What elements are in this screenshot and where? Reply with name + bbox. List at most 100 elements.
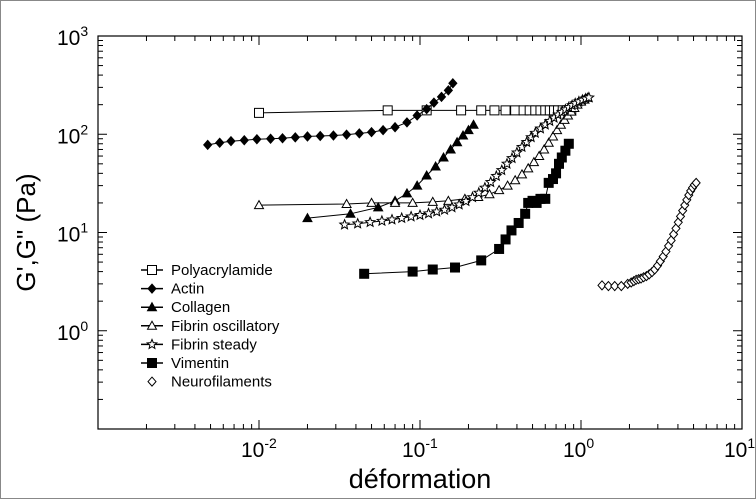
data-point [438, 203, 451, 215]
data-point [290, 132, 300, 143]
data-point [445, 143, 456, 154]
legend-marker [147, 265, 157, 275]
data-point [421, 170, 433, 180]
series-line [364, 143, 570, 275]
data-point [543, 137, 555, 147]
data-point [468, 119, 479, 129]
data-point [430, 160, 441, 171]
series-actin [203, 78, 458, 151]
x-tick-label: 10-1 [402, 435, 438, 462]
y-tick-label-base: 10 [57, 322, 80, 345]
data-point [453, 198, 466, 210]
data-point [506, 225, 517, 236]
data-point [451, 136, 463, 147]
data-point [402, 117, 412, 128]
y-tick-label: 101 [57, 220, 88, 247]
data-point [302, 212, 313, 223]
legend-label: Vimentin [171, 355, 229, 372]
legend-item: Polyacrylamide [141, 262, 273, 279]
data-point [253, 199, 265, 210]
y-tick-label: 100 [57, 318, 88, 345]
legend-label: Fibrin steady [171, 336, 257, 353]
data-point [359, 268, 370, 279]
data-point [252, 133, 262, 145]
axis-ticks [97, 36, 742, 430]
data-point [366, 126, 377, 138]
data-point [500, 105, 511, 116]
y-axis-label: G',G" (Pa) [11, 173, 41, 291]
data-point [277, 133, 288, 144]
x-tick-label-exponent: 1 [747, 435, 755, 451]
data-point [500, 234, 511, 245]
legend-marker [146, 320, 158, 330]
data-point [427, 196, 439, 206]
data-point [457, 130, 469, 140]
data-point [265, 133, 276, 144]
data-point [495, 163, 508, 176]
data-point [438, 151, 449, 162]
x-tick-label-base: 10 [402, 439, 425, 462]
data-point [484, 188, 495, 199]
data-point [551, 168, 562, 179]
legend-marker [147, 283, 157, 294]
legend-item: Fibrin steady [141, 336, 257, 353]
data-point [378, 124, 388, 136]
data-point [430, 205, 443, 217]
legend-label: Neurofilaments [171, 374, 272, 391]
data-point [422, 207, 435, 219]
legend-item: Neurofilaments [147, 374, 272, 391]
y-tick-label-exponent: 2 [80, 121, 88, 137]
data-point [411, 180, 423, 190]
data-point [516, 168, 528, 179]
x-axis-label: déformation [349, 464, 492, 494]
data-point [450, 262, 461, 273]
data-point [555, 119, 567, 129]
data-point [203, 139, 213, 151]
data-point [489, 105, 500, 116]
data-point [382, 105, 393, 116]
data-point [448, 78, 458, 89]
data-point [603, 280, 614, 292]
data-point [390, 121, 400, 133]
data-point [443, 85, 454, 96]
data-point [445, 201, 458, 213]
legend-label: Actin [171, 281, 204, 298]
data-point [407, 197, 418, 207]
y-tick-label: 102 [57, 121, 88, 148]
data-point [407, 266, 418, 277]
data-point [551, 124, 563, 135]
legend-item: Actin [141, 281, 204, 298]
data-point [341, 129, 352, 140]
x-tick-label: 100 [563, 435, 594, 462]
data-point [385, 213, 399, 225]
data-point [427, 264, 438, 275]
y-tick-label-exponent: 3 [80, 23, 88, 39]
data-point [254, 107, 264, 118]
data-point [582, 91, 595, 103]
legend-item: Fibrin oscillatory [141, 318, 280, 335]
x-tick-label-base: 10 [241, 439, 264, 462]
data-point [522, 162, 534, 173]
data-point [436, 91, 447, 103]
data-point [395, 211, 408, 224]
data-point [413, 208, 427, 221]
legend-marker [147, 358, 157, 368]
y-tick-label-base: 10 [57, 27, 80, 50]
y-tick-label-base: 10 [57, 125, 80, 148]
data-point [502, 180, 513, 190]
y-tick-label: 103 [57, 23, 88, 50]
data-point [494, 243, 505, 254]
series-vimentin [359, 138, 574, 279]
data-point [597, 280, 607, 291]
data-point [540, 193, 551, 204]
data-point [302, 131, 313, 142]
data-point [563, 138, 574, 149]
data-point [476, 105, 487, 116]
x-tick-label-base: 10 [563, 439, 586, 462]
legend-marker [145, 338, 159, 350]
data-point [610, 280, 620, 292]
data-point [341, 198, 352, 209]
